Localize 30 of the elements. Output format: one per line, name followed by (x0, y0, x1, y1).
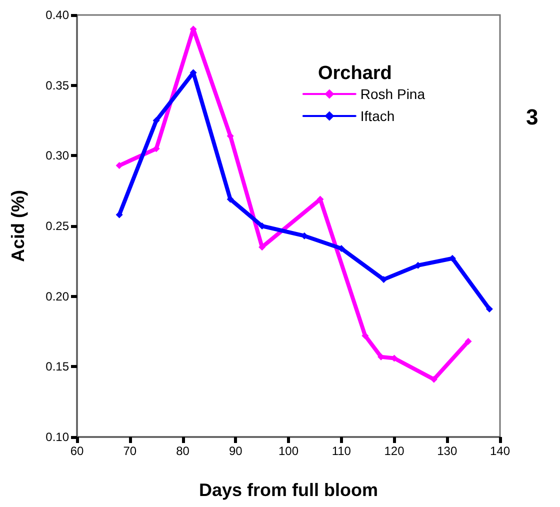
legend-label: Iftach (360, 108, 395, 124)
y-tick-label: 0.25 (46, 219, 70, 233)
point (380, 276, 388, 283)
x-tick-label: 130 (437, 444, 458, 458)
point (362, 332, 369, 340)
y-tick-label: 0.35 (46, 78, 70, 92)
x-tick-label: 70 (123, 444, 137, 458)
x-tick-label: 140 (490, 444, 510, 458)
y-tick-label: 0.40 (46, 8, 70, 22)
x-tick-label: 120 (384, 444, 405, 458)
x-tick-label: 100 (278, 444, 299, 458)
y-tick-label: 0.30 (46, 148, 70, 163)
point (116, 211, 123, 218)
text: 3 (526, 104, 538, 130)
point (464, 338, 472, 345)
y-tick-label: 0.15 (46, 360, 70, 374)
point (152, 117, 160, 124)
x-tick-label: 60 (70, 444, 84, 458)
x-axis-title: Days from full bloom (198, 480, 378, 500)
legend-label: Rosh Pina (360, 86, 426, 102)
legend-title: Orchard (318, 63, 392, 84)
point (116, 162, 123, 170)
x-tick-label: 110 (332, 444, 352, 458)
point (430, 376, 438, 383)
x-tick-label: 80 (176, 444, 190, 458)
point (486, 305, 493, 312)
x-tick-label: 90 (228, 444, 243, 458)
y-tick-label: 0.20 (46, 289, 70, 304)
y-axis-title: Acid (%) (8, 190, 28, 262)
y-tick-label: 0.10 (46, 430, 70, 444)
